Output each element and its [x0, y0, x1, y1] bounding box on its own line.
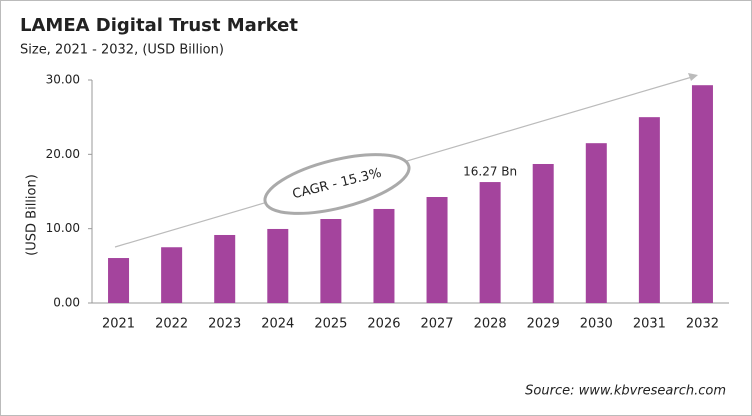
chart-subtitle: Size, 2021 - 2032, (USD Billion)	[20, 43, 224, 58]
y-tick-label: 10.00	[46, 221, 80, 235]
bar	[532, 163, 554, 303]
bar	[320, 219, 342, 303]
x-tick-label: 2027	[420, 317, 453, 332]
x-tick-label: 2030	[580, 317, 613, 332]
cagr-ellipse	[263, 153, 411, 215]
chart-title: LAMEA Digital Trust Market	[20, 15, 298, 36]
bar	[585, 143, 607, 303]
bar	[267, 228, 289, 303]
bar	[638, 117, 660, 304]
x-tick-label: 2022	[155, 317, 188, 332]
bar	[479, 182, 501, 303]
data-label: 16.27 Bn	[463, 165, 517, 179]
arrow-head	[688, 73, 698, 81]
x-tick-label: 2025	[314, 317, 347, 332]
x-tick-label: 2024	[261, 317, 294, 332]
source: Source: www.kbvresearch.com	[525, 384, 726, 399]
bar	[161, 247, 183, 303]
bar	[214, 234, 236, 303]
bar	[373, 208, 395, 303]
y-tick-label: 0.00	[53, 296, 80, 310]
x-tick-label: 2032	[686, 317, 719, 332]
x-tick-label: 2028	[474, 317, 507, 332]
x-tick-label: 2031	[633, 317, 666, 332]
x-tick-label: 2023	[208, 317, 241, 332]
x-tick-label: 2026	[367, 317, 400, 332]
bar	[108, 258, 130, 303]
y-tick-label: 20.00	[46, 147, 80, 161]
y-axis-label: (USD Billion)	[25, 174, 40, 256]
y-tick-label: 30.00	[46, 73, 80, 87]
bar	[691, 85, 713, 303]
x-tick-label: 2029	[527, 317, 560, 332]
bar	[426, 197, 448, 303]
x-tick-label: 2021	[102, 317, 135, 332]
